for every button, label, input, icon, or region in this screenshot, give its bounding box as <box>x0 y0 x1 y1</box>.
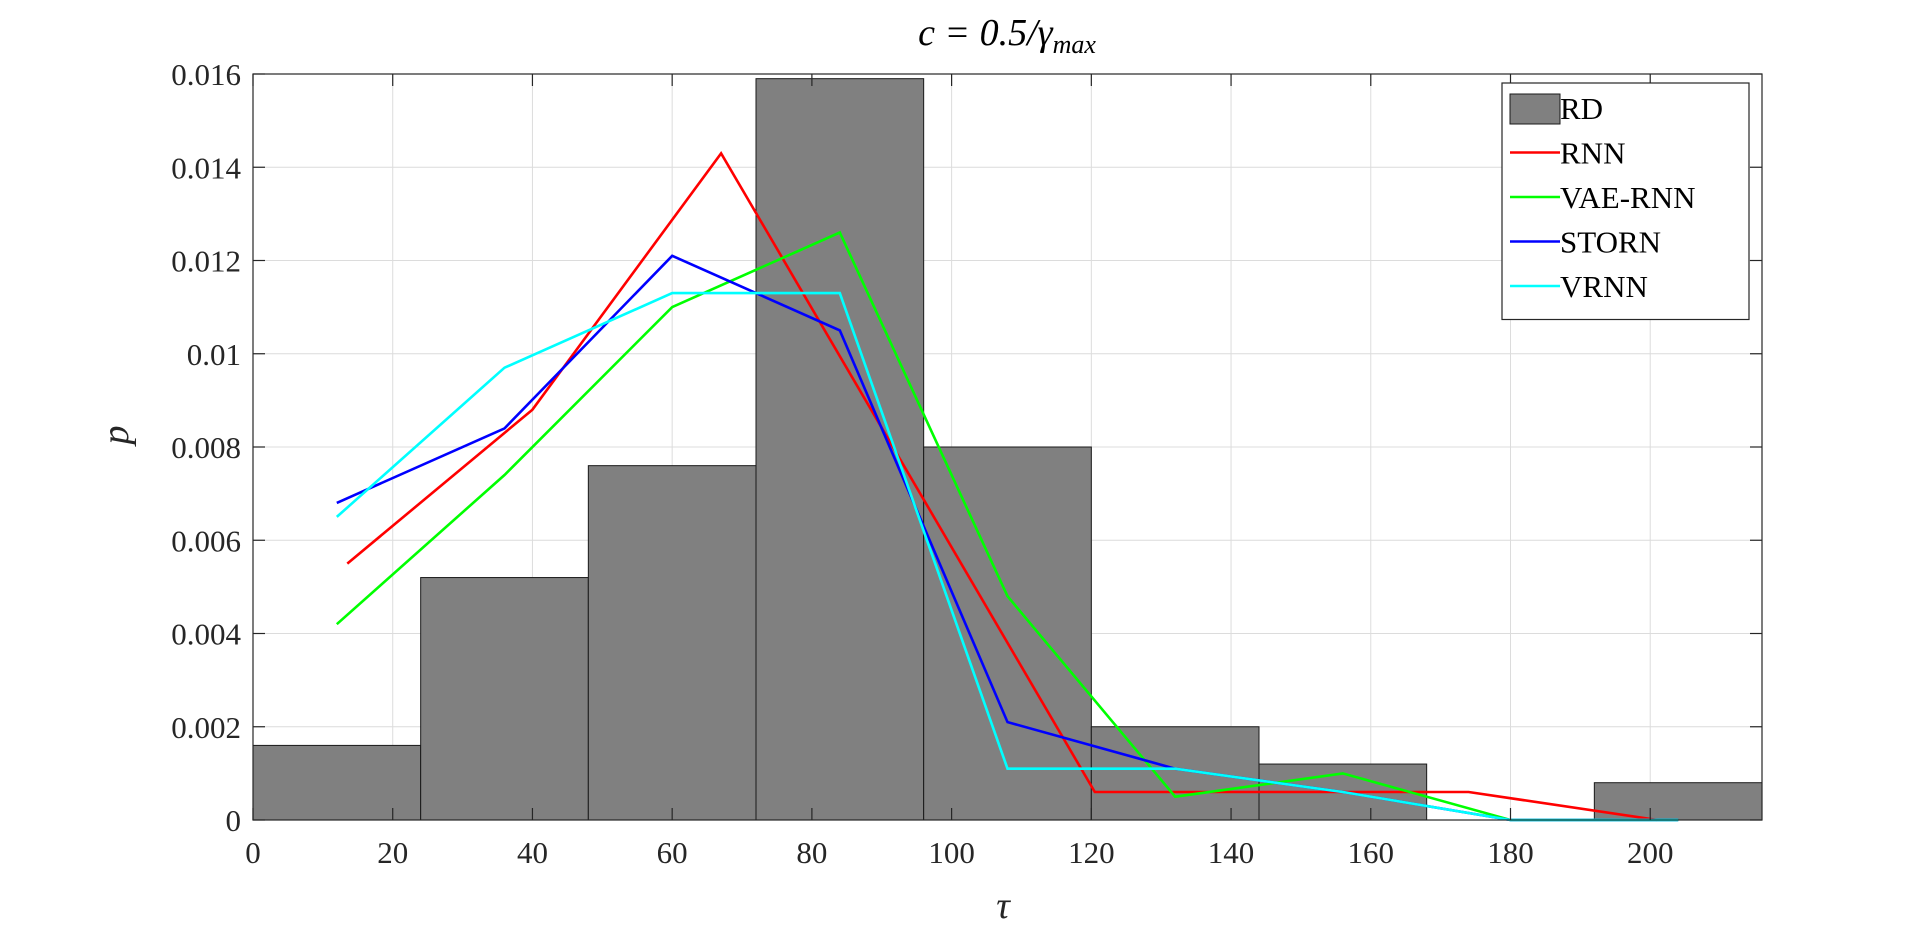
legend-label-rnn: RNN <box>1560 136 1625 171</box>
histogram-bar <box>1090 726 1260 821</box>
legend: RD RNN VAE-RNN STORN VRNN <box>1501 82 1750 321</box>
chart-title: c = 0.5/γmax <box>918 12 1096 59</box>
y-tick-label: 0.012 <box>171 244 241 279</box>
x-tick-label: 100 <box>928 835 975 870</box>
histogram-bar <box>420 577 589 821</box>
y-tick-label: 0.006 <box>171 523 241 558</box>
series-lines <box>335 150 1679 822</box>
histogram-bar <box>755 78 925 821</box>
x-tick-label: 0 <box>245 835 261 870</box>
legend-swatch-rd <box>1509 93 1561 125</box>
series-line-vae-rnn <box>335 230 1679 822</box>
legend-label-vae-rnn: VAE-RNN <box>1560 180 1696 215</box>
histogram-bar <box>252 744 422 821</box>
x-tick-label: 120 <box>1068 835 1115 870</box>
y-tick-label: 0.016 <box>171 57 241 92</box>
y-tick-label: 0.014 <box>171 150 241 185</box>
x-tick-label: 60 <box>657 835 688 870</box>
legend-label-vrnn: VRNN <box>1560 269 1648 304</box>
y-axis-label: p <box>95 426 137 448</box>
series-line-rnn <box>346 150 1658 822</box>
x-tick-label: 200 <box>1627 835 1674 870</box>
x-tick-label: 20 <box>377 835 408 870</box>
y-tick-label: 0 <box>226 803 242 838</box>
histogram-bar <box>923 446 1092 821</box>
x-tick-label: 80 <box>796 835 827 870</box>
chart-title-main: c = 0.5/γ <box>918 12 1054 54</box>
y-tick-label: 0.004 <box>171 617 241 652</box>
axis-ticks: 0 20 40 60 80 100 120 140 160 180 200 0 0.002 0.004 0.… <box>171 57 1762 870</box>
x-tick-label: 40 <box>517 835 548 870</box>
histogram-bars <box>252 78 1763 821</box>
x-tick-label: 180 <box>1487 835 1534 870</box>
y-tick-label: 0.008 <box>171 430 241 465</box>
legend-label-rd: RD <box>1560 91 1603 126</box>
y-tick-label: 0.01 <box>187 337 241 372</box>
y-tick-label: 0.002 <box>171 710 241 745</box>
chart-title-subscript: max <box>1053 30 1097 59</box>
x-tick-label: 160 <box>1348 835 1395 870</box>
histogram-bar <box>587 465 757 821</box>
legend-label-storn: STORN <box>1560 225 1661 260</box>
series-line-vrnn <box>335 291 1679 822</box>
x-axis-label: τ <box>996 885 1011 926</box>
x-tick-label: 140 <box>1208 835 1255 870</box>
